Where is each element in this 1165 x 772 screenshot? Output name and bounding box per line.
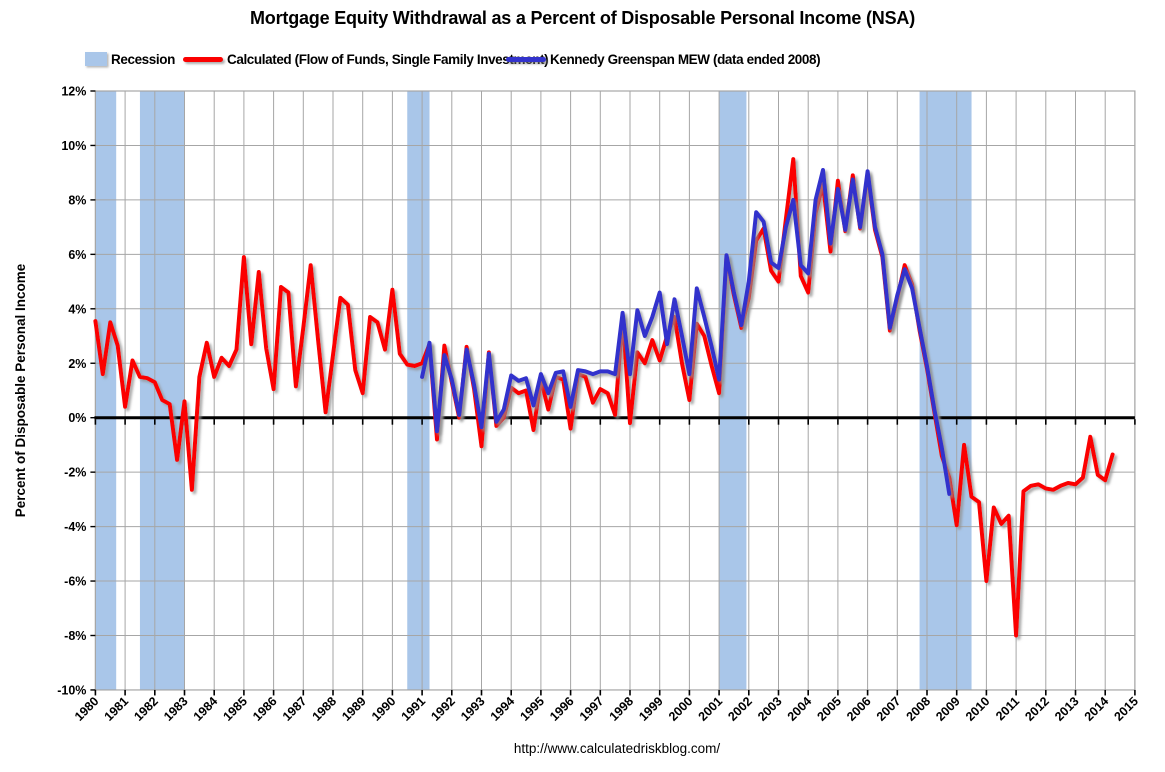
recession-band: [407, 91, 430, 690]
x-axis-tick-label: 1984: [191, 694, 221, 724]
x-axis-tick-label: 1993: [458, 694, 488, 724]
y-axis-tick-label: -4%: [64, 520, 86, 534]
x-axis-tick-label: 1981: [102, 694, 132, 724]
x-axis-tick-label: 1986: [250, 694, 280, 724]
x-axis-tick-label: 2001: [696, 694, 726, 724]
y-axis-tick-label: 12%: [61, 85, 86, 99]
x-axis-tick-label: 1980: [72, 694, 102, 724]
x-axis-tick-label: 1992: [428, 694, 458, 724]
legend-item-calculated: Calculated (Flow of Funds, Single Family…: [183, 48, 549, 70]
x-axis-tick-label: 1998: [607, 694, 637, 724]
x-axis-tick-label: 2009: [933, 694, 963, 724]
legend-label-recession: Recession: [111, 51, 175, 67]
legend-label-calculated: Calculated (Flow of Funds, Single Family…: [227, 51, 549, 67]
x-axis-tick-label: 2011: [993, 694, 1022, 723]
x-axis-tick-label: 2015: [1111, 694, 1141, 724]
x-axis-tick-label: 1995: [517, 694, 547, 724]
x-axis-tick-label: 2008: [904, 694, 934, 724]
y-axis-title: Percent of Disposable Personal Income: [13, 263, 28, 517]
chart-title: Mortgage Equity Withdrawal as a Percent …: [250, 8, 915, 28]
chart-legend: Recession Calculated (Flow of Funds, Sin…: [0, 48, 1165, 70]
x-axis-tick-label: 2012: [1022, 694, 1052, 724]
recession-swatch-icon: [85, 52, 107, 66]
x-axis-tick-label: 2000: [666, 694, 696, 724]
y-axis-tick-label: -10%: [57, 683, 86, 697]
y-axis-tick-label: 8%: [68, 193, 86, 207]
y-axis-tick-label: 0%: [68, 411, 86, 425]
x-axis-tick-label: 2006: [844, 694, 874, 724]
x-axis-tick-label: 2013: [1052, 694, 1082, 724]
recession-band: [139, 91, 185, 690]
kennedy-line-swatch-icon: [506, 56, 546, 62]
x-axis-tick-label: 1996: [547, 694, 577, 724]
legend-item-kennedy: Kennedy Greenspan MEW (data ended 2008): [506, 48, 821, 70]
recession-band: [719, 91, 747, 690]
x-axis-tick-label: 2002: [725, 694, 755, 724]
y-axis-tick-label: 10%: [61, 139, 86, 153]
x-axis-tick-label: 2007: [874, 694, 904, 724]
calculated-line-swatch-icon: [183, 56, 223, 62]
y-axis-tick-label: -6%: [64, 575, 86, 589]
x-axis-tick-label: 2014: [1082, 694, 1112, 724]
source-url: http://www.calculatedriskblog.com/: [513, 741, 721, 756]
x-axis-tick-label: 2005: [814, 694, 844, 724]
x-axis-tick-label: 1997: [577, 694, 607, 724]
recession-band: [95, 91, 117, 690]
x-axis-tick-label: 1990: [369, 694, 399, 724]
y-axis-tick-label: -2%: [64, 466, 86, 480]
y-axis-tick-label: 2%: [68, 357, 86, 371]
x-axis-tick-label: 1982: [131, 694, 161, 724]
x-axis-tick-label: 2010: [963, 694, 993, 724]
x-axis-tick-label: 1989: [339, 694, 369, 724]
y-axis-tick-label: 6%: [68, 248, 86, 262]
y-axis-tick-label: -8%: [64, 629, 86, 643]
x-axis-tick-label: 1983: [161, 694, 191, 724]
x-axis-tick-label: 1987: [280, 694, 310, 724]
legend-item-recession: Recession: [85, 48, 175, 70]
x-axis-tick-label: 1988: [310, 694, 340, 724]
x-axis-tick-label: 2004: [785, 694, 815, 724]
x-axis-tick-label: 1991: [399, 694, 429, 724]
x-axis-tick-label: 1985: [220, 694, 250, 724]
x-axis-tick-label: 1999: [636, 694, 666, 724]
legend-label-kennedy: Kennedy Greenspan MEW (data ended 2008): [550, 51, 821, 67]
y-axis-tick-label: 4%: [68, 302, 86, 316]
recession-band: [919, 91, 972, 690]
x-axis-tick-label: 2003: [755, 694, 785, 724]
series-line: [420, 168, 952, 496]
x-axis-tick-label: 1994: [488, 694, 518, 724]
